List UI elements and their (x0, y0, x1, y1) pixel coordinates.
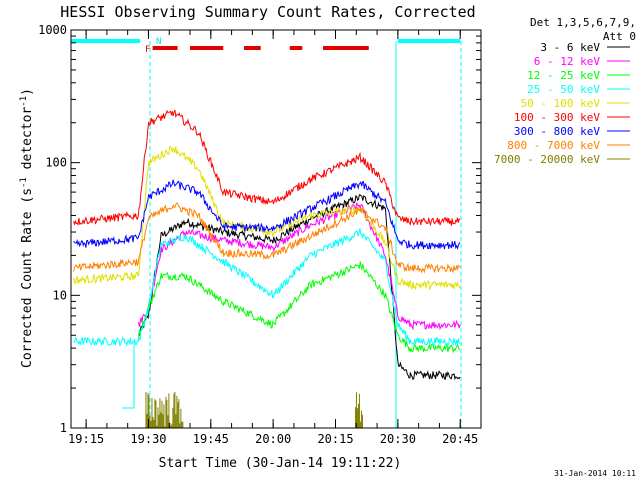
chart-title: HESSI Observing Summary Count Rates, Cor… (60, 3, 475, 21)
y-axis-label: Corrected Count Rate (s-1 detector-1) (19, 88, 35, 368)
series-line-5 (73, 109, 461, 227)
y-tick-label: 100 (45, 156, 67, 170)
legend-label: 800 - 7000 keV (507, 139, 600, 152)
axes: 1 10 100 1000 19:15 19:30 19:45 20:00 20:15 20:30… (38, 23, 482, 446)
cyan-step-line (122, 341, 135, 409)
flag-night-label: N (156, 37, 161, 47)
flag-flare-label: F (145, 45, 150, 55)
x-tick-label: 20:30 (380, 432, 416, 446)
series-line-0 (138, 194, 461, 381)
x-tick-label: 20:45 (442, 432, 478, 446)
x-tick-label: 20:15 (317, 432, 353, 446)
y-tick-label: 1 (60, 421, 67, 435)
series-line-4 (73, 146, 461, 291)
plot-frame (70, 29, 482, 429)
x-tick-label: 19:45 (193, 432, 229, 446)
legend-label: 300 - 800 keV (514, 125, 600, 138)
legend-header-line2: Att 0 (603, 30, 636, 43)
x-tick-label: 20:00 (255, 432, 291, 446)
series-line-7 (73, 202, 461, 274)
legend-label: 12 - 25 keV (527, 69, 600, 82)
y-tick-label: 10 (53, 288, 67, 302)
y-axis-label-mid: detector (20, 107, 35, 178)
series-line-2 (138, 261, 461, 354)
plot-layer: FN (71, 37, 462, 428)
footer-date: 31-Jan-2014 10:11 (554, 469, 636, 478)
x-tick-label: 19:15 (68, 432, 104, 446)
y-axis-label-sup1: -1 (19, 177, 29, 188)
y-tick-label: 1000 (38, 23, 67, 37)
legend-label: 3 - 6 keV (540, 41, 600, 54)
series-line-3 (73, 228, 461, 348)
legend-label: 50 - 100 keV (521, 97, 601, 110)
series-line-6 (73, 179, 461, 250)
y-axis-label-sup2: -1 (19, 96, 29, 107)
legend-label: 25 - 50 keV (527, 83, 600, 96)
x-axis-label: Start Time (30-Jan-14 19:11:22) (159, 456, 402, 471)
y-axis-label-end: ) (20, 88, 35, 96)
legend-label: 7000 - 20000 keV (494, 153, 600, 166)
legend-label: 6 - 12 keV (534, 55, 601, 68)
x-tick-label: 19:30 (130, 432, 166, 446)
y-axis-label-main: Corrected Count Rate (s (20, 188, 35, 368)
legend-header-line1: Det 1,3,5,6,7,9, (530, 16, 636, 29)
series-line-1 (138, 202, 461, 331)
legend-label: 100 - 300 keV (514, 111, 600, 124)
